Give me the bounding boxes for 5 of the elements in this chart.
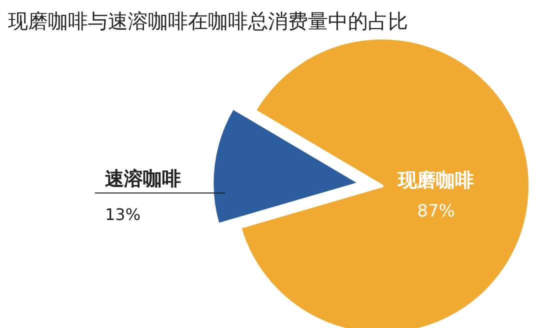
slice-label: 现磨咖啡: [397, 170, 474, 192]
data-label: 13%: [105, 205, 141, 224]
chart-title: 现磨咖啡与速溶咖啡在咖啡总消费量中的占比: [8, 9, 408, 33]
data-label: 87%: [417, 202, 455, 222]
slice-label: 速溶咖啡: [105, 168, 181, 190]
